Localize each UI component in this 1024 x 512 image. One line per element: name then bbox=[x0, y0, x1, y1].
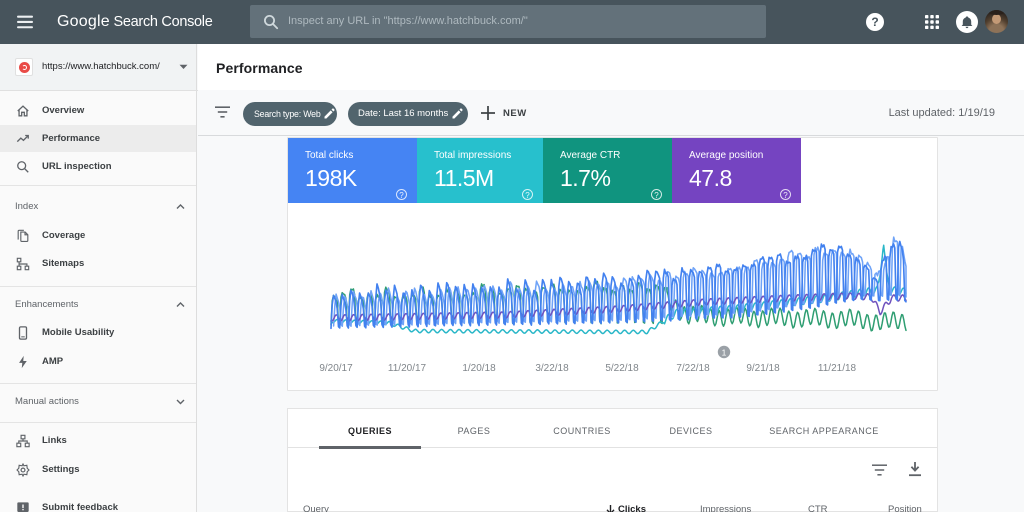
svg-text:7/22/18: 7/22/18 bbox=[676, 363, 710, 374]
svg-text:11/20/17: 11/20/17 bbox=[388, 363, 427, 374]
svg-text:9/21/18: 9/21/18 bbox=[746, 363, 780, 374]
svg-text:1/20/18: 1/20/18 bbox=[462, 363, 496, 374]
svg-text:11/21/18: 11/21/18 bbox=[818, 363, 857, 374]
svg-text:1: 1 bbox=[722, 347, 727, 357]
svg-text:3/22/18: 3/22/18 bbox=[535, 363, 569, 374]
svg-text:5/22/18: 5/22/18 bbox=[605, 363, 639, 374]
svg-text:9/20/17: 9/20/17 bbox=[319, 363, 353, 374]
